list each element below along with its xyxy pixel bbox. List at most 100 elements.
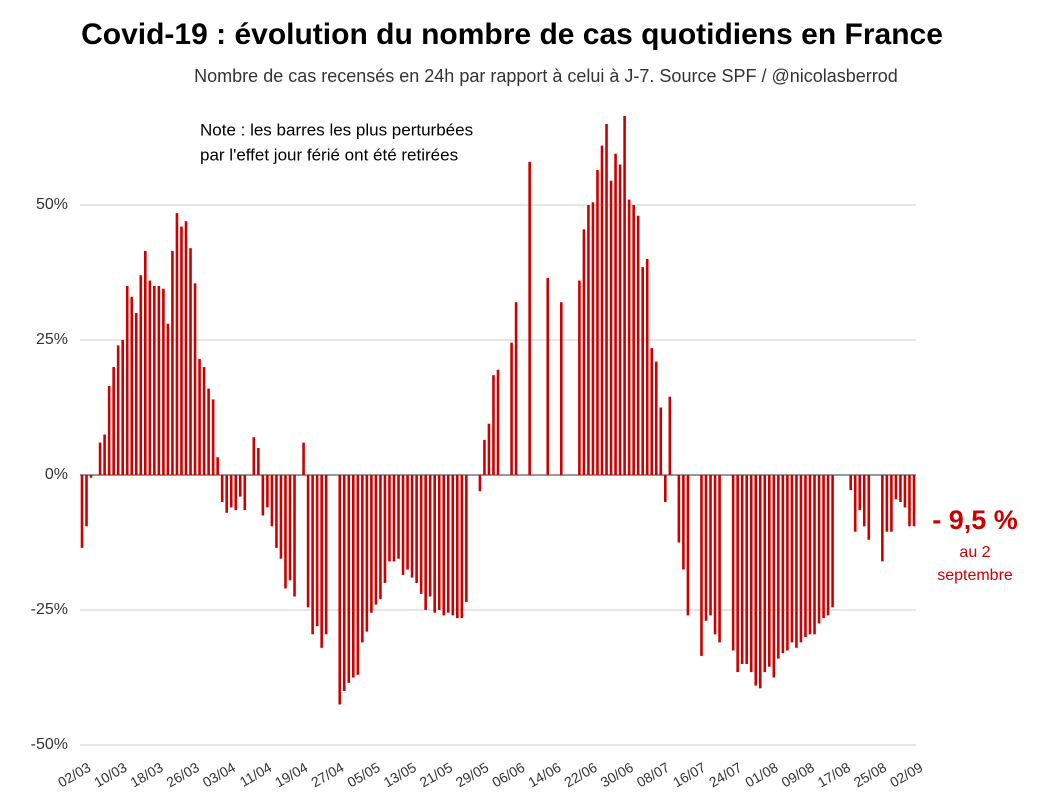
bar <box>80 475 84 548</box>
bar <box>899 475 902 502</box>
x-tick-label: 14/06 <box>525 759 564 790</box>
y-tick-label: 50% <box>36 196 68 213</box>
bar <box>768 475 771 667</box>
bar <box>388 475 391 562</box>
bar <box>171 250 174 475</box>
bar <box>352 475 355 678</box>
bar <box>397 475 400 559</box>
bar <box>315 475 319 627</box>
bar <box>451 475 455 616</box>
bar <box>496 369 500 475</box>
x-tick-label: 01/08 <box>742 759 781 790</box>
bar <box>229 475 233 508</box>
bar <box>306 475 310 608</box>
chart-title: Covid-19 : évolution du nombre de cas qu… <box>81 18 943 51</box>
bar <box>831 475 834 608</box>
bar <box>456 475 459 619</box>
x-tick-label: 17/08 <box>815 759 854 790</box>
bar <box>361 475 364 643</box>
x-tick-label: 19/04 <box>272 759 311 790</box>
bar <box>731 475 735 651</box>
bar <box>428 475 432 597</box>
bar <box>636 215 640 476</box>
y-tick-label: -50% <box>31 736 68 753</box>
bar <box>112 367 115 475</box>
note: par l'effet jour férié ont été retirées <box>200 145 458 164</box>
bar <box>853 475 857 532</box>
x-tick-label: 26/03 <box>164 759 203 790</box>
x-tick-label: 11/04 <box>237 759 275 790</box>
bar <box>492 375 495 475</box>
bar <box>487 423 491 475</box>
bar <box>125 286 129 475</box>
bar <box>614 153 617 475</box>
y-tick-label: 25% <box>36 331 68 348</box>
bar <box>437 475 441 610</box>
note: Note : les barres les plus perturbées <box>200 120 473 139</box>
x-tick-label: 08/07 <box>634 759 673 790</box>
bar <box>713 475 717 635</box>
bar <box>288 475 292 581</box>
bar <box>270 475 274 527</box>
bar <box>908 475 911 527</box>
bar <box>763 475 767 673</box>
bar <box>749 475 753 673</box>
bar <box>609 180 613 475</box>
bar <box>148 280 152 475</box>
bar <box>284 475 287 589</box>
chart-subtitle: Nombre de cas recensés en 24h par rappor… <box>194 66 898 86</box>
bar <box>220 475 224 502</box>
bar <box>849 475 852 491</box>
bar <box>808 475 812 635</box>
bar <box>618 164 622 475</box>
bar <box>379 475 382 600</box>
bar <box>822 475 825 619</box>
bar <box>483 439 486 475</box>
bar <box>758 475 762 689</box>
bar <box>338 475 342 705</box>
bar <box>302 442 305 475</box>
bar <box>912 475 916 527</box>
bar <box>257 448 260 475</box>
bar <box>704 475 708 621</box>
bar <box>664 475 667 502</box>
bar <box>817 475 821 624</box>
bar <box>826 475 830 616</box>
bar <box>514 302 518 475</box>
bar <box>650 348 654 475</box>
bar <box>578 280 581 475</box>
bar <box>645 259 649 475</box>
bar <box>465 475 468 602</box>
bar <box>162 288 165 475</box>
bar <box>211 399 215 475</box>
bar <box>175 213 179 475</box>
bar <box>103 434 106 475</box>
bar <box>659 407 663 475</box>
bar <box>867 475 871 540</box>
bar <box>153 286 156 475</box>
bar <box>356 475 360 675</box>
callout-text: au 2 <box>959 544 990 561</box>
bar <box>591 202 595 476</box>
bar <box>383 475 387 583</box>
bar <box>293 475 296 597</box>
bar <box>202 367 206 475</box>
bar <box>560 302 563 475</box>
bar <box>786 475 789 651</box>
bar <box>207 388 210 475</box>
bar <box>881 475 884 562</box>
bar <box>130 296 134 475</box>
bar <box>772 475 776 678</box>
x-tick-label: 16/07 <box>670 759 709 790</box>
bar <box>320 475 323 648</box>
bar <box>890 475 893 532</box>
bar <box>121 340 124 475</box>
bar <box>858 475 862 511</box>
bar <box>582 229 586 475</box>
bar <box>587 205 590 475</box>
bar <box>419 475 423 594</box>
bar <box>365 475 369 632</box>
bar <box>632 205 635 475</box>
bar <box>777 475 780 659</box>
